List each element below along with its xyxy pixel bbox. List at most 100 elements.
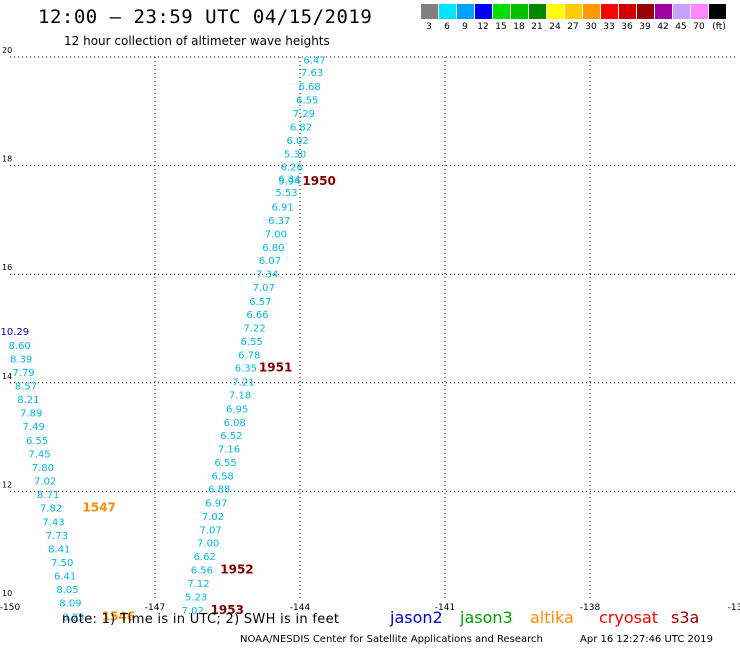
wave-height-value: 8.21	[17, 395, 39, 406]
wave-height-value: 6.88	[208, 485, 230, 496]
legend-label: 18	[513, 22, 525, 32]
legend-label: 33	[603, 22, 615, 32]
wave-height-value: 7.73	[46, 531, 68, 542]
wave-height-value: 5.23	[185, 593, 207, 604]
legend-label: 6	[444, 22, 450, 32]
wave-height-value: 6.35	[235, 364, 257, 375]
wave-height-value: 6.08	[224, 418, 246, 429]
pass-time-label: 1950	[302, 174, 335, 188]
wave-height-value: 6.55	[296, 95, 318, 106]
wave-height-value: 7.82	[40, 504, 62, 515]
wave-height-value: 5.94	[278, 176, 300, 187]
satellite-name: s3a	[671, 608, 700, 627]
wave-height-value: 7.49	[23, 422, 45, 433]
pass-time-label: 1951	[259, 361, 292, 375]
wave-height-value: 7.02	[182, 606, 204, 617]
wave-height-value: 6.55	[241, 337, 263, 348]
wave-height-value: 6.26	[281, 163, 303, 174]
legend-unit: (ft)	[712, 22, 726, 32]
wave-height-value: 6.07	[259, 256, 281, 267]
lon-tick-label: -144	[290, 603, 311, 613]
lat-tick-label: 20	[2, 46, 12, 55]
legend-label: 27	[567, 22, 579, 32]
lon-tick-label: -141	[435, 603, 455, 613]
pass-time-label: 1953	[211, 603, 244, 617]
lat-tick-label: 10	[2, 589, 12, 598]
wave-height-value: 6.97	[205, 498, 227, 509]
legend-swatch	[547, 4, 564, 19]
legend-label: 9	[462, 22, 468, 32]
lat-tick-label: 12	[2, 480, 12, 489]
wave-height-value: 8.71	[37, 490, 59, 501]
wave-height-value: 8.09	[59, 599, 81, 610]
generated-timestamp: Apr 16 12:27:46 UTC 2019	[580, 634, 713, 645]
lon-tick-label: -138	[580, 603, 601, 613]
legend-swatch	[637, 4, 654, 19]
wave-height-value: 6.55	[214, 458, 236, 469]
map-title: 12:00 — 23:59 UTC 04/15/2019	[38, 6, 373, 28]
wave-height-value: 6.62	[194, 552, 216, 563]
wave-height-value: 8.25	[62, 612, 84, 623]
lat-tick-label: 16	[2, 263, 12, 272]
legend-label: 3	[426, 22, 432, 32]
lat-lon-grid	[10, 56, 735, 600]
satellite-name: cryosat	[599, 608, 659, 627]
wave-height-value: 7.00	[197, 538, 219, 549]
wave-height-value: 7.80	[32, 463, 54, 474]
wave-height-value: 7.29	[293, 109, 315, 120]
pass-time-label: 1952	[220, 563, 253, 577]
wave-height-value: 7.50	[51, 558, 73, 569]
wave-height-value: 7.07	[253, 283, 275, 294]
wave-height-value: 8.41	[48, 544, 70, 555]
wave-height-value: 6.37	[268, 216, 290, 227]
lat-tick-label: 18	[2, 155, 12, 164]
legend-swatch	[709, 4, 726, 19]
legend-swatch	[673, 4, 690, 19]
wave-height-tracks: 6.477.63 6.68 6.55 7.29 6.82 6.02 5.30 6.266.34…	[1, 56, 326, 624]
legend-label: 70	[693, 22, 705, 32]
legend-label: 45	[675, 22, 687, 32]
footer-note: note: 1) Time is in UTC; 2) SWH is in fe…	[62, 612, 340, 627]
wave-height-value: 7.89	[20, 409, 42, 420]
pass-time-label: 1546	[102, 609, 135, 623]
wave-height-value: 6.47	[303, 56, 325, 67]
legend-label: 12	[477, 22, 489, 32]
wave-height-value: 7.02	[34, 477, 56, 488]
satellite-name: jason3	[460, 608, 513, 627]
wave-height-value: 6.78	[238, 351, 260, 362]
wave-height-value: 10.29	[1, 327, 30, 338]
wave-height-value: 8.57	[15, 382, 37, 393]
wave-height-value: 7.43	[42, 517, 64, 528]
legend-swatch	[457, 4, 474, 19]
wave-height-value: 7.21	[232, 378, 254, 389]
lon-tick-label: -150	[0, 603, 20, 613]
wave-height-value: 5.30	[284, 150, 306, 161]
wave-height-value: 6.34	[278, 175, 300, 186]
wave-height-value: 6.57	[249, 297, 271, 308]
wave-height-value: 7.22	[243, 323, 265, 334]
wave-height-value: 7.79	[12, 368, 34, 379]
legend-swatch	[619, 4, 636, 19]
wave-height-value: 6.66	[246, 310, 268, 321]
wave-height-value: 6.95	[226, 404, 248, 415]
legend-label: 24	[549, 22, 561, 32]
legend-label: 42	[657, 22, 669, 32]
legend-swatch	[475, 4, 492, 19]
lon-tick-label: -13	[728, 603, 740, 613]
legend-swatch	[511, 4, 528, 19]
wave-height-value: 6.58	[212, 472, 234, 483]
wave-height-value: 7.12	[187, 579, 209, 590]
pass-time-labels: 1950 1951 1952 1953 1547 1546	[83, 174, 336, 623]
satellite-name: jason2	[390, 608, 443, 627]
wave-height-value: 7.07	[199, 525, 221, 536]
wave-height-value: 6.82	[290, 123, 312, 134]
legend-label: 15	[495, 22, 507, 32]
legend-swatch	[529, 4, 546, 19]
wave-height-value: 7.02	[202, 512, 224, 523]
wave-height-value: 8.60	[9, 341, 31, 352]
legend-swatch	[601, 4, 618, 19]
wave-height-value: 6.80	[262, 243, 284, 254]
wave-height-value: 6.52	[220, 431, 242, 442]
legend-swatch	[421, 4, 438, 19]
